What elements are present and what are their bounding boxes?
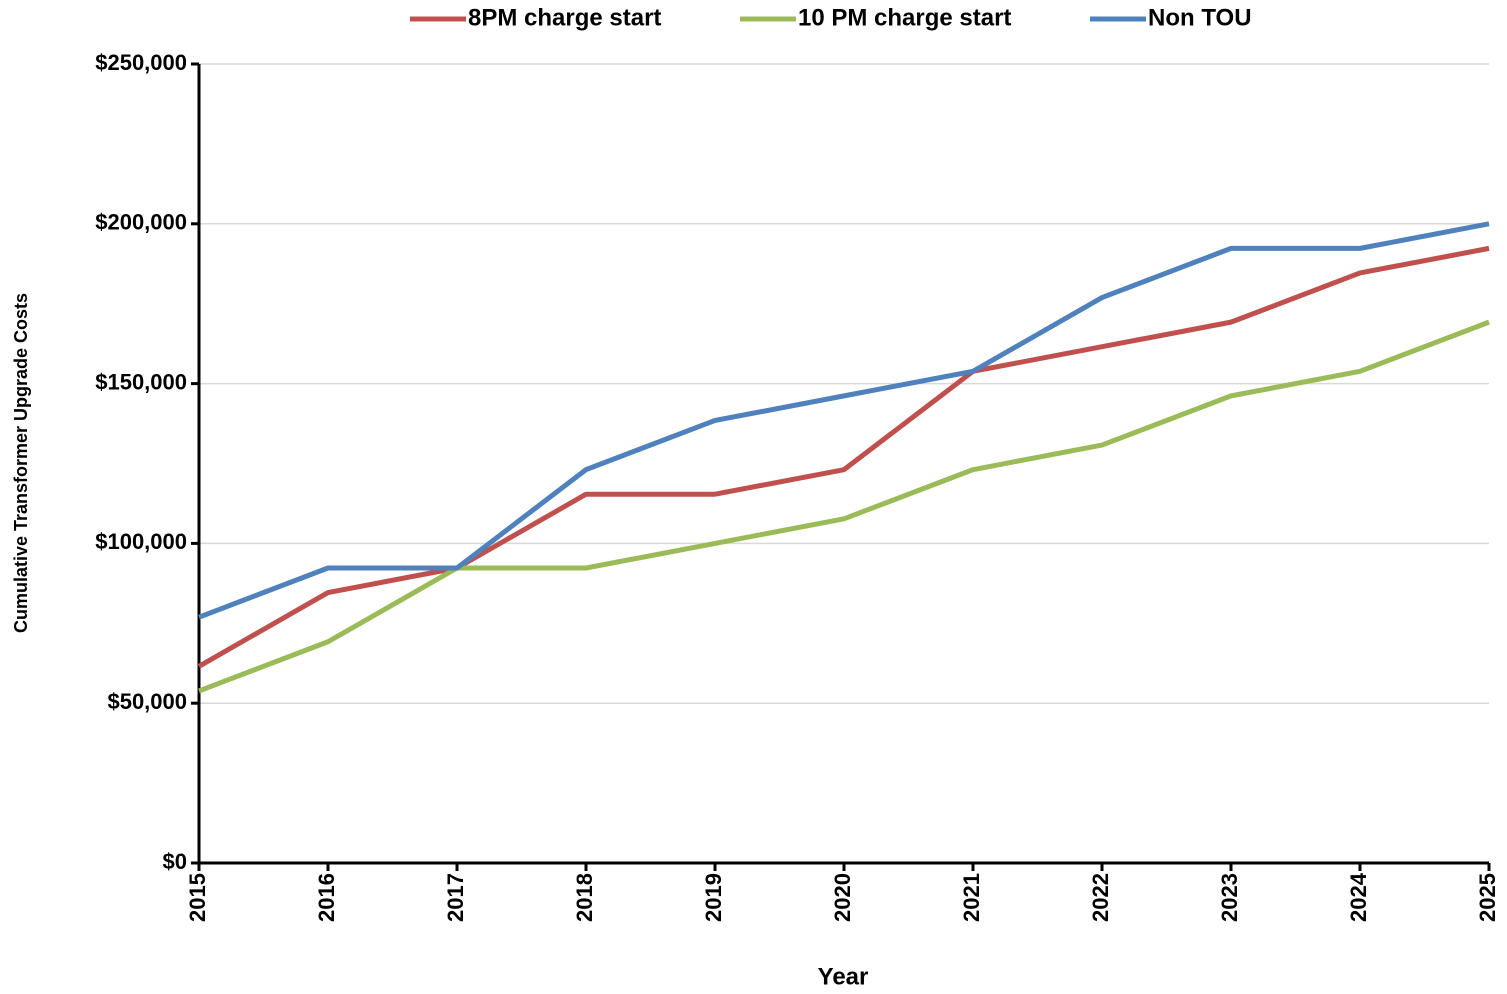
- x-tick-label: 2016: [314, 873, 339, 922]
- x-tick-label: 2022: [1088, 873, 1113, 922]
- x-tick-label: 2023: [1217, 873, 1242, 922]
- x-tick-label: 2020: [830, 873, 855, 922]
- legend-label: Non TOU: [1148, 4, 1252, 31]
- x-axis-label: Year: [818, 963, 869, 990]
- x-tick-label: 2024: [1346, 872, 1371, 922]
- y-tick-label: $0: [163, 849, 187, 874]
- y-tick-label: $250,000: [95, 50, 187, 75]
- x-tick-label: 2018: [572, 873, 597, 922]
- x-tick-label: 2019: [701, 873, 726, 922]
- data-line: [197, 245, 1490, 669]
- y-tick-label: $50,000: [107, 689, 187, 714]
- y-tick-label: $200,000: [95, 210, 187, 235]
- x-tick-label: 2021: [959, 873, 984, 922]
- data-line: [198, 319, 1490, 694]
- legend-label: 10 PM charge start: [798, 4, 1011, 31]
- x-tick-label: 2015: [185, 873, 210, 922]
- data-line: [198, 221, 1490, 620]
- y-tick-label: $100,000: [95, 529, 187, 554]
- y-axis-label: Cumulative Transformer Upgrade Costs: [11, 293, 31, 633]
- x-tick-label: 2025: [1475, 873, 1500, 922]
- x-tick-label: 2017: [443, 873, 468, 922]
- legend-label: 8PM charge start: [468, 4, 661, 31]
- y-tick-label: $150,000: [95, 369, 187, 394]
